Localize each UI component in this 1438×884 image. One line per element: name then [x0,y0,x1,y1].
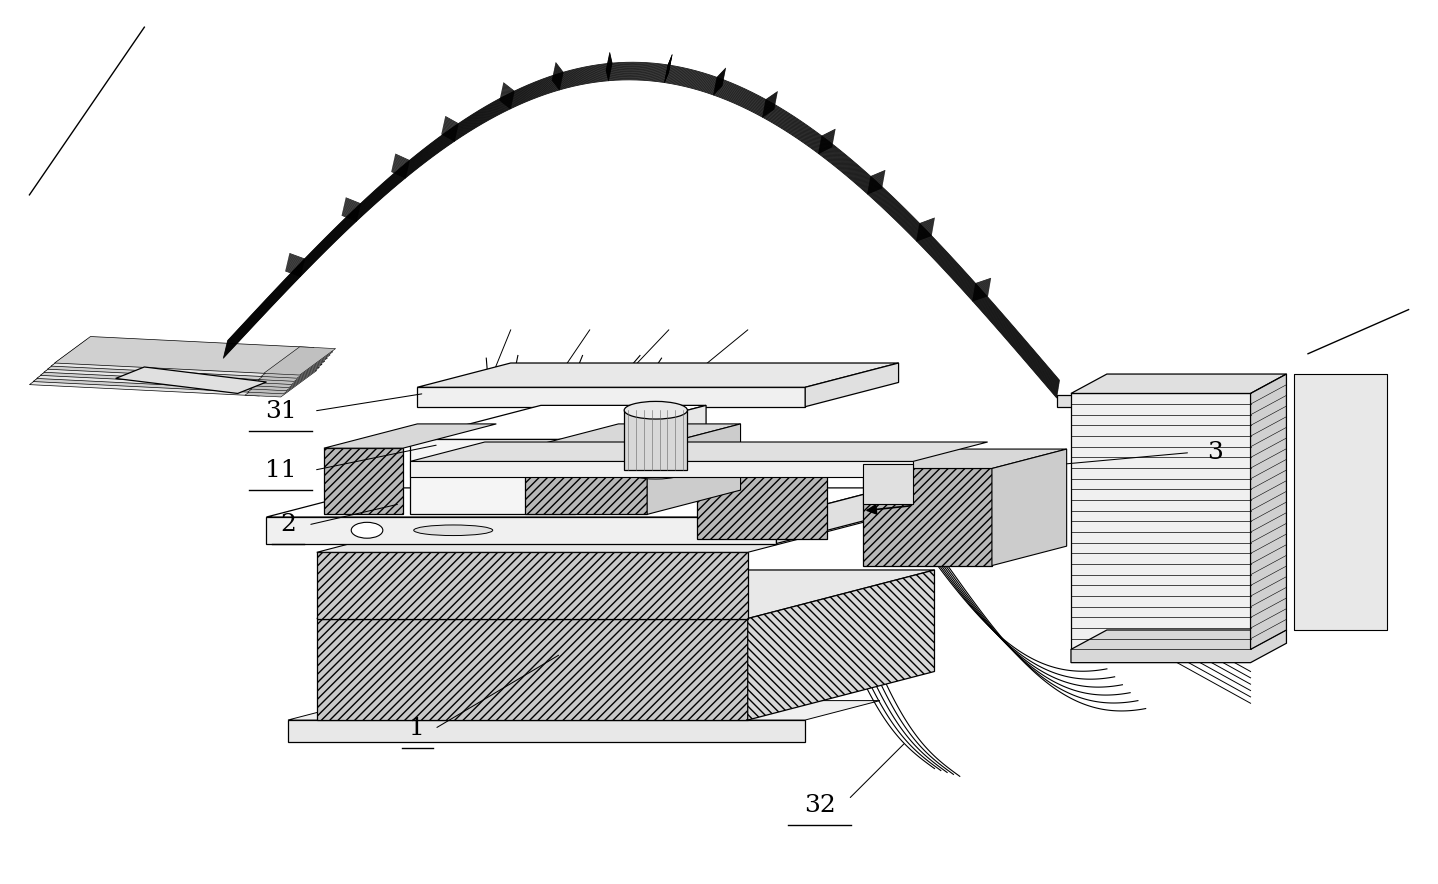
Polygon shape [575,406,706,514]
Polygon shape [777,488,889,544]
Polygon shape [47,343,309,380]
Polygon shape [410,461,913,477]
Polygon shape [863,464,913,504]
Polygon shape [324,424,496,448]
Polygon shape [647,424,741,514]
Polygon shape [669,389,697,400]
Ellipse shape [624,401,687,419]
Polygon shape [266,517,777,544]
Polygon shape [316,619,748,720]
Ellipse shape [351,522,383,538]
Polygon shape [259,353,331,381]
Polygon shape [1071,374,1287,393]
Polygon shape [316,504,935,552]
Ellipse shape [414,525,493,536]
Polygon shape [863,469,992,566]
Polygon shape [1071,630,1287,663]
Polygon shape [33,355,298,392]
Polygon shape [288,701,880,720]
Polygon shape [410,442,988,461]
Ellipse shape [624,461,687,479]
Text: 11: 11 [265,459,296,482]
Polygon shape [525,448,647,514]
Polygon shape [805,363,899,407]
Polygon shape [288,720,805,742]
Text: 32: 32 [804,794,835,817]
Polygon shape [324,448,403,514]
Polygon shape [1294,374,1388,630]
Polygon shape [55,337,313,374]
Polygon shape [1251,374,1287,650]
Polygon shape [262,350,334,378]
Polygon shape [29,358,295,396]
Polygon shape [316,552,748,619]
Polygon shape [40,349,303,386]
Polygon shape [1057,395,1201,407]
Polygon shape [263,347,335,375]
Polygon shape [525,424,741,448]
Polygon shape [410,406,706,439]
Text: 31: 31 [265,400,296,423]
Polygon shape [115,367,266,393]
Polygon shape [697,444,920,469]
Polygon shape [475,389,503,400]
Bar [624,410,687,470]
Polygon shape [863,449,1067,469]
Polygon shape [250,362,322,391]
Polygon shape [539,389,568,400]
Polygon shape [256,356,328,385]
Polygon shape [604,389,633,400]
Text: 1: 1 [410,717,426,740]
Polygon shape [992,449,1067,566]
Polygon shape [1071,393,1251,650]
Polygon shape [266,488,889,517]
Text: 3: 3 [1206,441,1222,464]
Polygon shape [36,352,301,390]
Polygon shape [253,359,325,387]
Text: 2: 2 [280,514,296,537]
Polygon shape [697,469,827,539]
Polygon shape [410,439,575,514]
Polygon shape [43,346,306,384]
Polygon shape [417,387,805,407]
Polygon shape [417,363,899,387]
Polygon shape [247,366,319,394]
Polygon shape [50,339,312,377]
Polygon shape [316,570,935,619]
Polygon shape [244,369,316,397]
Polygon shape [748,570,935,720]
